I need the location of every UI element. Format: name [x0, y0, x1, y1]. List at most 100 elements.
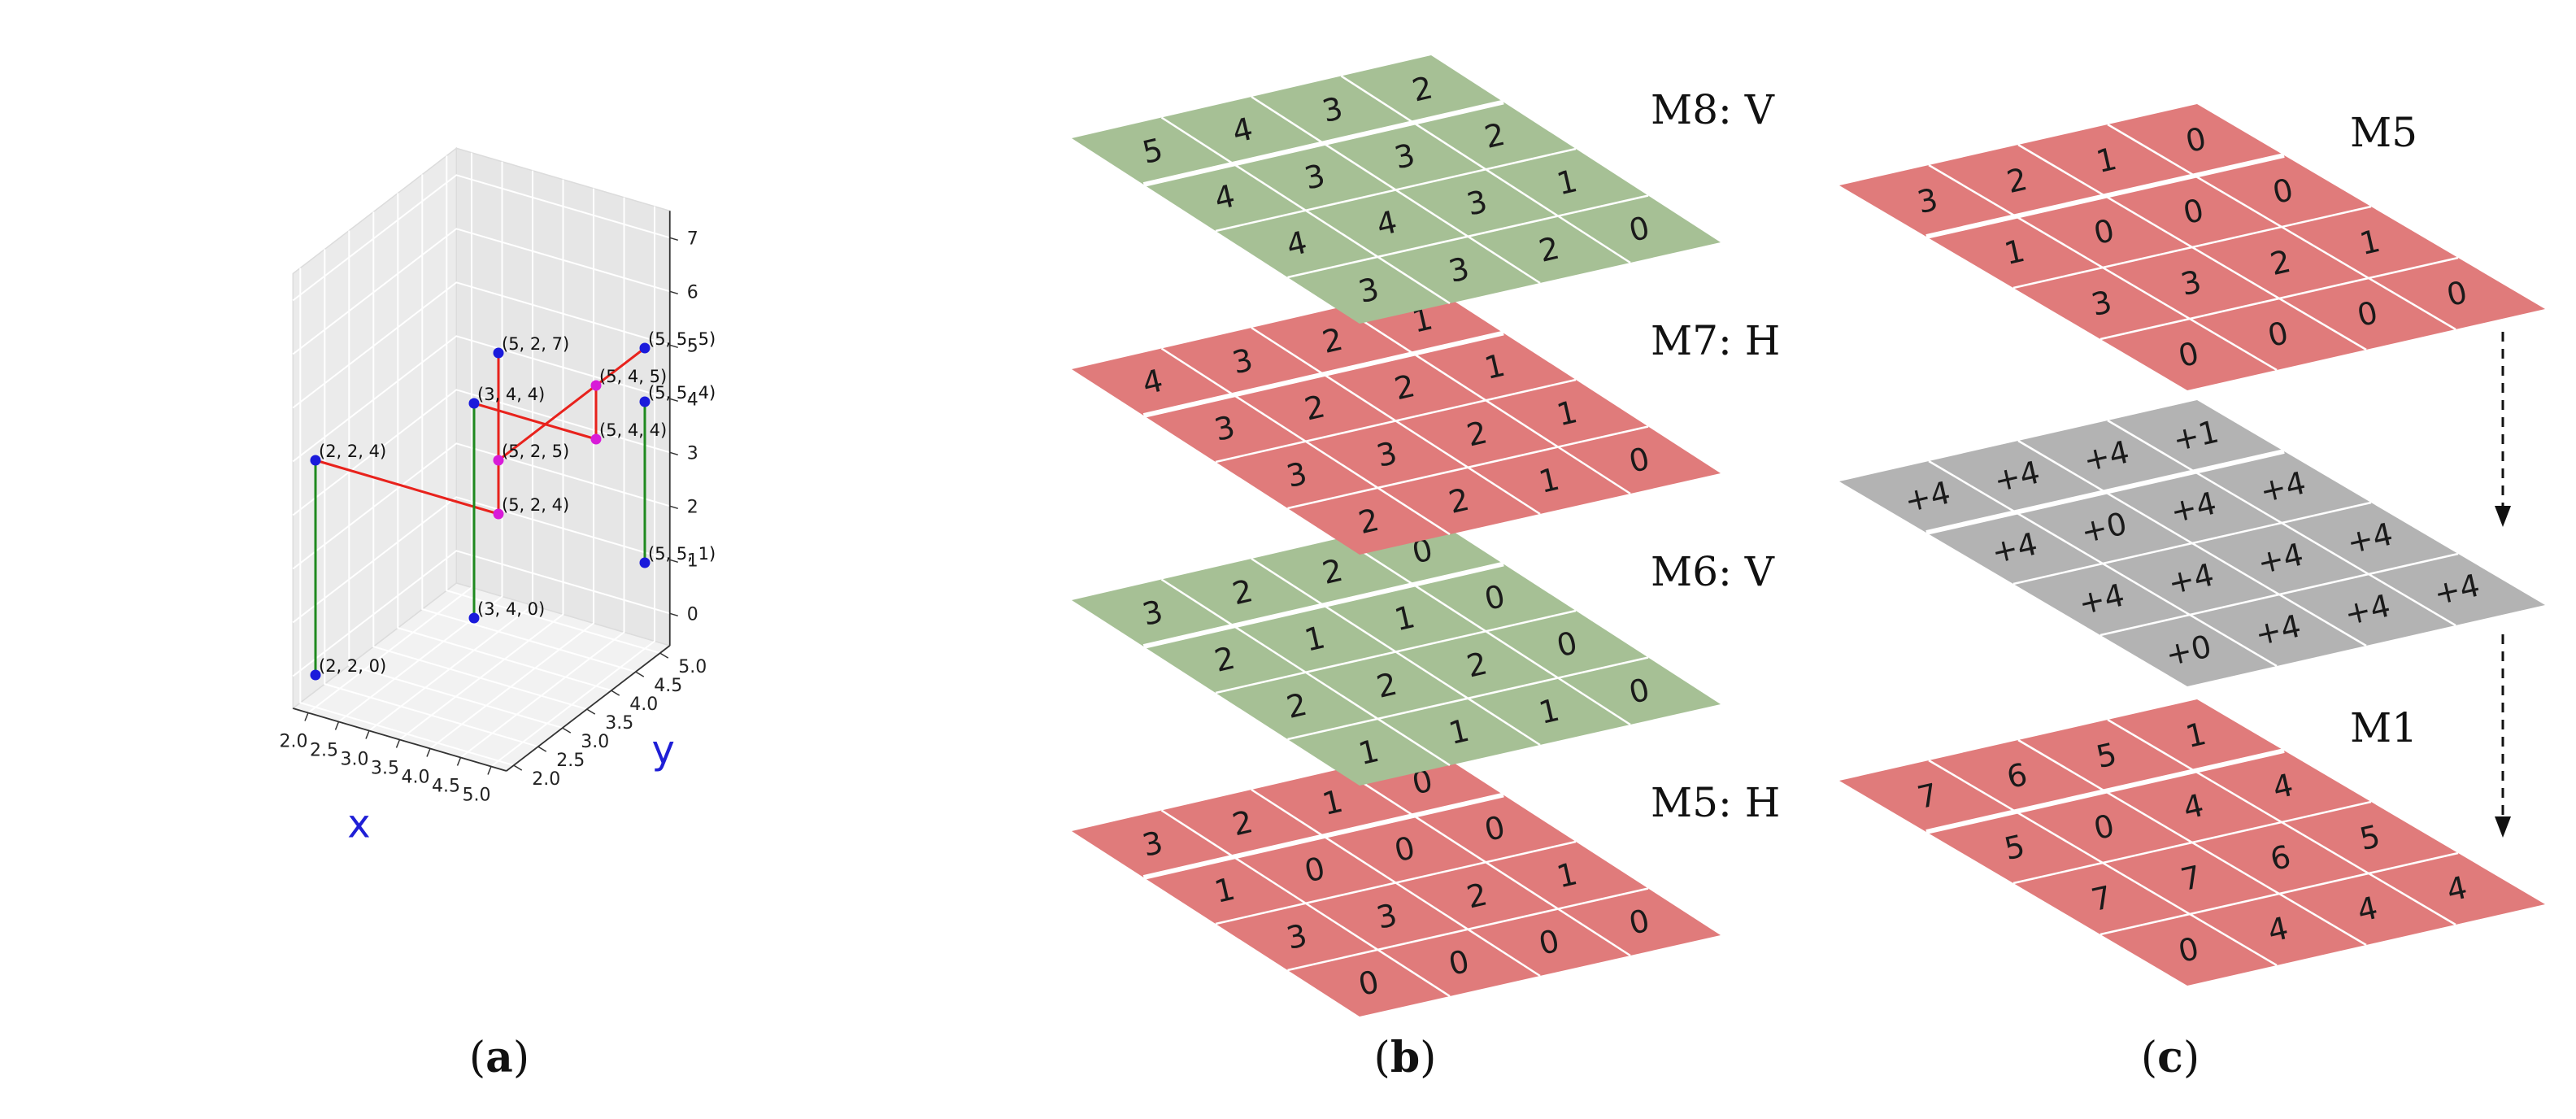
data-point-label: (5, 2, 4) [502, 495, 569, 515]
data-point [468, 612, 480, 624]
x-tick [365, 730, 370, 739]
x-tick [334, 721, 340, 730]
y-tick [586, 708, 596, 715]
z-tick [669, 290, 678, 295]
data-point-label: (5, 4, 5) [599, 367, 667, 386]
z-tick-label: 3 [687, 443, 698, 464]
grid-y [372, 211, 588, 711]
layer-label: M6: V [1651, 548, 1775, 595]
grid-y [299, 268, 515, 767]
path-segment [315, 459, 499, 516]
x-tick-label: 2.5 [310, 741, 338, 761]
grid-line [1340, 306, 1631, 495]
grid-x [337, 161, 503, 723]
y-tick-label: 4.0 [629, 694, 658, 715]
z-tick [669, 398, 678, 403]
x-tick-label: 5.0 [463, 786, 491, 806]
layer-label: M8: V [1651, 86, 1775, 133]
z-tick-label: 0 [687, 604, 698, 625]
y-axis-title: y [652, 728, 675, 773]
data-point [468, 398, 480, 409]
grid-x [459, 197, 625, 759]
x-tick-label: 3.5 [371, 759, 399, 779]
x-tick [426, 748, 431, 757]
data-point-label: (2, 2, 4) [319, 442, 386, 461]
data-point-label: (3, 4, 4) [477, 385, 545, 404]
z-tick-label: 7 [687, 229, 698, 249]
arrow-head-icon [2495, 816, 2511, 838]
grid-line [1251, 326, 1541, 516]
layer-label: M1 [2350, 704, 2417, 751]
z-tick-label: 1 [687, 551, 698, 571]
caption-b: (b) [1374, 1033, 1437, 1082]
data-point-label: (5, 4, 4) [599, 420, 667, 440]
grid-z [292, 496, 671, 624]
data-point-label: (3, 4, 0) [477, 599, 545, 619]
data-point [493, 455, 504, 466]
data-point [590, 433, 602, 445]
grid-line [1340, 75, 1631, 264]
grid-z [292, 174, 671, 302]
z-tick [669, 612, 678, 617]
grid-line [1287, 887, 1649, 972]
data-point-label: (5, 5, 4) [648, 383, 716, 403]
path-segment [473, 402, 597, 441]
grid-z [292, 335, 671, 463]
panel-a-3d-plot: 2.0 2.5 3.0 3.5 4.0 4.5 5.02.02.53.03.54.04.55… [280, 146, 716, 847]
grid-z [292, 550, 671, 677]
grid-line [2100, 552, 2459, 637]
caption-a: (a) [469, 1033, 529, 1082]
grid-line [2107, 718, 2456, 926]
x-tick-label: 4.0 [402, 768, 430, 788]
x-tick [304, 712, 309, 721]
data-point [590, 380, 602, 391]
z-tick-label: 6 [687, 282, 698, 303]
grid-z [292, 281, 671, 409]
grid-line [1340, 537, 1631, 726]
grid-z [292, 389, 671, 516]
data-point-label: (2, 2, 0) [319, 656, 386, 676]
y-tick-label: 2.5 [556, 751, 585, 771]
data-point-label: (5, 2, 5) [502, 442, 569, 461]
grid-line [2107, 419, 2456, 627]
grid-line [1287, 194, 1649, 279]
y-tick [537, 746, 547, 752]
z-tick-label: 2 [687, 497, 698, 517]
grid-y [324, 249, 539, 748]
layer-label: M7: H [1651, 317, 1780, 364]
grid-x [429, 188, 594, 750]
y-tick [635, 671, 645, 677]
z-tick [669, 559, 678, 564]
z-tick-label: 4 [687, 390, 698, 410]
grid-x [490, 206, 655, 768]
y-tick-label: 5.0 [678, 657, 707, 677]
path-segment [498, 346, 646, 462]
x-tick [487, 766, 492, 775]
caption-c: (c) [2141, 1033, 2200, 1082]
z-tick [669, 505, 678, 510]
grid-line [2017, 143, 2367, 351]
data-point [310, 455, 321, 466]
z-tick [669, 344, 678, 349]
grid-line [1251, 788, 1541, 977]
y-tick-label: 3.5 [605, 713, 633, 734]
layer-label: M5 [2350, 109, 2417, 156]
x-tick-label: 2.0 [280, 732, 308, 752]
layer-c-1: +4 +4 +4 +1+4 +0 +4 +4+4 +4 +4 +4+0 +4 +4 +4 [1839, 400, 2545, 686]
data-point [310, 669, 321, 681]
data-point [639, 342, 651, 354]
data-point [639, 557, 651, 568]
y-tick [611, 690, 620, 696]
grid-line [2017, 738, 2367, 947]
arrow-head-icon [2495, 506, 2511, 527]
grid-line [2017, 439, 2367, 647]
data-point [493, 508, 504, 520]
grid-y [397, 193, 612, 692]
